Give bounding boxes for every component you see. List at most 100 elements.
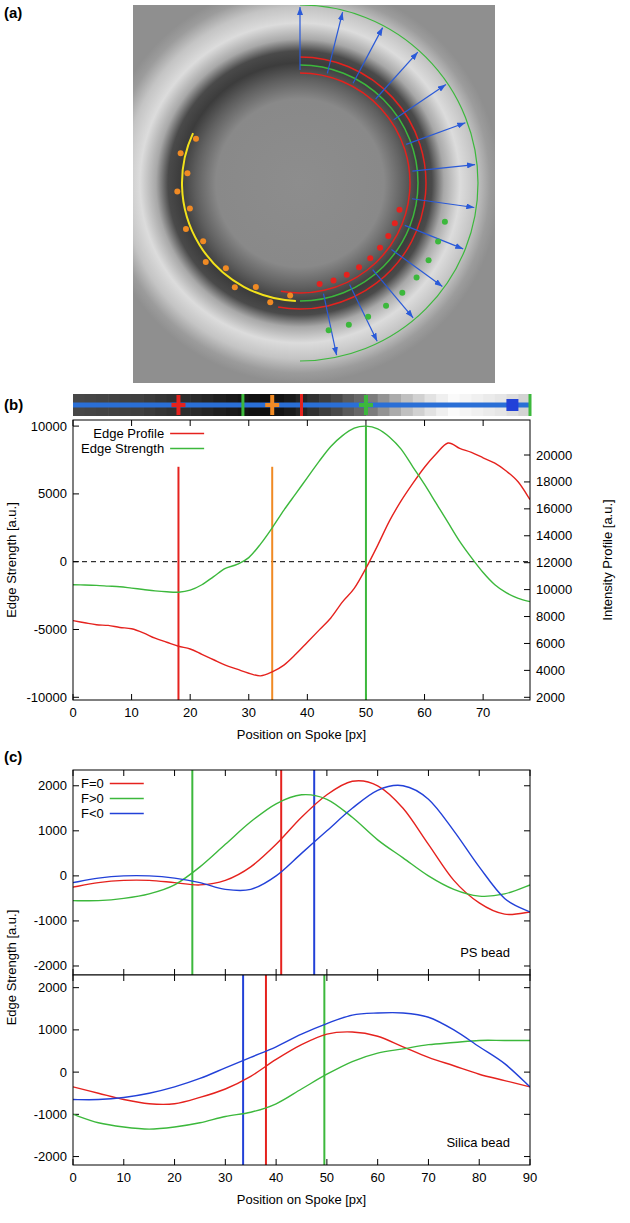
y-tick-label: 0 xyxy=(60,1065,67,1080)
y2-tick-label: 4000 xyxy=(536,663,565,678)
yellow-fit-arc xyxy=(182,133,296,301)
marker-line xyxy=(313,770,315,975)
x-tick-label: 60 xyxy=(370,1170,384,1185)
x-tick-mirror xyxy=(479,975,480,981)
y-tick xyxy=(73,629,79,630)
plot-area xyxy=(73,975,530,1165)
x-tick-mirror xyxy=(225,975,226,981)
y2-tick xyxy=(524,562,530,563)
orange-dot xyxy=(187,205,193,211)
y-tick xyxy=(73,426,79,427)
marker-line xyxy=(265,975,267,1165)
figure: (a)(b)(c)010203040506070-10000-500005000… xyxy=(0,0,630,1223)
y2-tick-label: 10000 xyxy=(536,582,572,597)
panel-label: (c) xyxy=(4,748,22,765)
orange-dot xyxy=(174,189,180,195)
inner-red-arc xyxy=(281,73,410,293)
x-tick-label: 70 xyxy=(421,1170,435,1185)
red-dot xyxy=(377,245,383,251)
y-tick-mirror xyxy=(524,830,530,831)
marker-line xyxy=(177,467,179,700)
x-tick xyxy=(377,969,378,975)
plot-marks xyxy=(73,770,530,975)
y-tick-mirror xyxy=(524,965,530,966)
orange-dot xyxy=(183,226,189,232)
y-tick xyxy=(73,1072,79,1073)
x-tick xyxy=(326,969,327,975)
legend: Edge ProfileEdge Strength xyxy=(81,426,204,456)
x-tick-mirror xyxy=(123,770,124,776)
x-tick-mirror xyxy=(276,975,277,981)
spoke xyxy=(353,28,383,84)
strip-cell xyxy=(530,394,532,416)
x-tick-mirror xyxy=(479,770,480,776)
y-tick-mirror xyxy=(524,920,530,921)
panel-label: (b) xyxy=(4,396,23,413)
green-dot xyxy=(365,314,371,320)
green-dot xyxy=(383,303,389,309)
orange-dot xyxy=(184,170,190,176)
x-tick-mirror xyxy=(307,420,308,426)
y-tick-mirror xyxy=(524,1114,530,1115)
x-tick-mirror xyxy=(123,975,124,981)
y2-tick xyxy=(524,455,530,456)
series-line xyxy=(73,1040,530,1129)
orange-dot xyxy=(178,150,184,156)
x-tick xyxy=(377,1159,378,1165)
legend-label: Edge Profile xyxy=(93,426,164,441)
spoke xyxy=(323,294,336,356)
green-dot xyxy=(435,239,441,245)
y-tick xyxy=(73,920,79,921)
series-line xyxy=(73,1013,530,1100)
marker-line xyxy=(323,975,325,1165)
y2-tick-label: 12000 xyxy=(536,555,572,570)
x-tick xyxy=(276,1159,277,1165)
legend-swatch xyxy=(110,783,144,785)
image-group xyxy=(133,5,495,383)
green-arc xyxy=(300,65,418,301)
x-tick xyxy=(483,694,484,700)
y-tick-label: 0 xyxy=(60,868,67,883)
y2-axis-title: Intensity Profile [a.u.] xyxy=(600,499,615,620)
legend-swatch xyxy=(170,433,204,435)
plot-area xyxy=(73,420,530,700)
red-dot xyxy=(385,233,391,239)
marker-line xyxy=(242,975,244,1165)
spoke xyxy=(373,270,413,318)
x-tick-label: 10 xyxy=(117,1170,131,1185)
x-tick-mirror xyxy=(326,770,327,776)
strip-tick xyxy=(300,394,303,416)
legend-swatch xyxy=(110,798,144,800)
strip-cross xyxy=(171,403,185,407)
x-tick-mirror xyxy=(190,420,191,426)
y-tick-mirror xyxy=(524,987,530,988)
y2-tick xyxy=(524,616,530,617)
y2-tick xyxy=(524,508,530,509)
strip-tick xyxy=(529,394,532,416)
y-tick-label: -5000 xyxy=(34,622,67,637)
plot-frame xyxy=(73,770,530,975)
x-tick-mirror xyxy=(377,975,378,981)
y-tick-label: 2000 xyxy=(38,778,67,793)
y2-tick-label: 18000 xyxy=(536,474,572,489)
x-tick-label: 60 xyxy=(417,705,431,720)
x-tick xyxy=(424,694,425,700)
strip-tick xyxy=(241,394,244,416)
green-dot xyxy=(346,322,352,328)
x-tick-label: 20 xyxy=(167,1170,181,1185)
plot-area xyxy=(73,770,530,975)
plot-frame xyxy=(73,975,530,1165)
y2-tick-label: 8000 xyxy=(536,609,565,624)
red-dot xyxy=(392,220,398,226)
spoke xyxy=(350,285,378,342)
x-tick-label: 30 xyxy=(218,1170,232,1185)
x-tick-mirror xyxy=(326,975,327,981)
orange-dot xyxy=(223,265,229,271)
plot-marks xyxy=(73,426,530,700)
orange-dot xyxy=(203,259,209,265)
y2-tick-label: 2000 xyxy=(536,690,565,705)
green-dot xyxy=(426,257,432,263)
x-tick-label: 50 xyxy=(359,705,373,720)
image-background xyxy=(133,5,495,383)
green-dot xyxy=(442,219,448,225)
